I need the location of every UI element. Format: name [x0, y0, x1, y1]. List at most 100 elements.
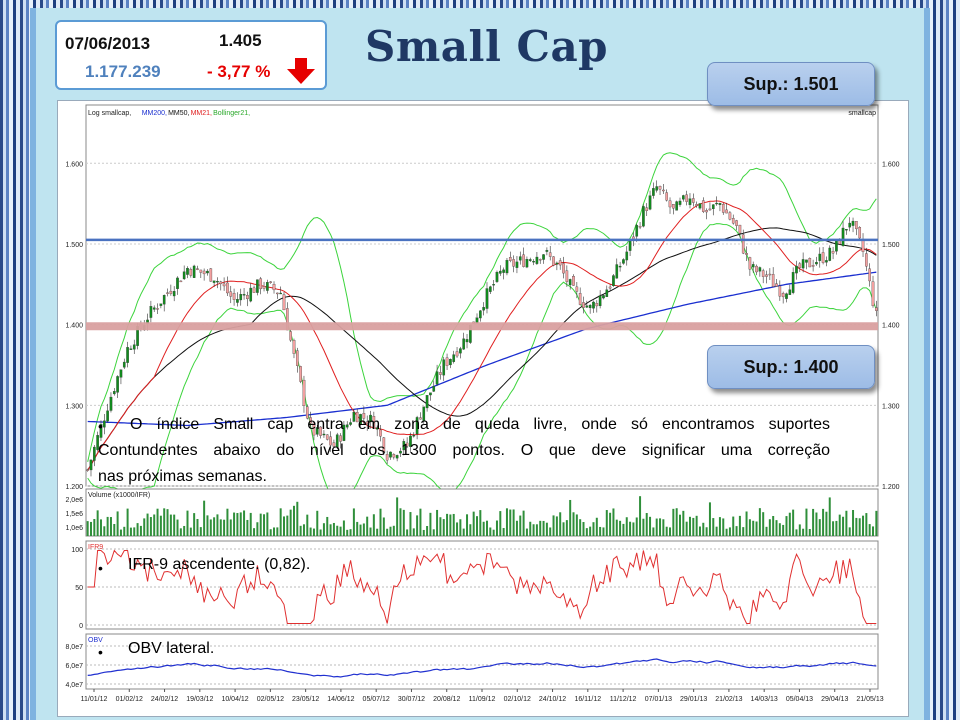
volume-bar — [619, 520, 622, 536]
volume-bar — [545, 522, 548, 536]
candle-body — [515, 261, 519, 268]
volume-bar — [99, 519, 102, 536]
volume-bar — [289, 509, 292, 536]
volume-bar — [319, 529, 322, 536]
volume-bar — [389, 526, 392, 536]
volume-bar — [263, 514, 266, 536]
volume-bar — [143, 518, 146, 536]
volume-bar — [449, 514, 452, 536]
candle-body — [701, 200, 705, 212]
candle-body — [602, 295, 605, 299]
x-tick-label: 16/11/12 — [574, 696, 601, 703]
price-tick-label-left: 1.400 — [65, 323, 83, 330]
volume-bar — [489, 527, 492, 536]
volume-bar — [599, 526, 602, 536]
volume-bar — [302, 524, 305, 536]
ifr-line — [87, 549, 877, 624]
candle-body — [246, 295, 249, 300]
volume-bar — [625, 517, 628, 536]
candle-body — [788, 289, 792, 295]
volume-bar — [539, 520, 542, 536]
volume-bar — [439, 517, 442, 536]
candle-body — [795, 265, 798, 274]
candle-body — [618, 265, 622, 268]
candle-body — [335, 434, 339, 448]
candle-body — [362, 413, 366, 419]
volume-bar — [818, 519, 821, 536]
volume-bar — [243, 510, 246, 536]
candle-body — [825, 260, 828, 263]
candle-body — [392, 454, 396, 458]
volume-bar — [685, 521, 688, 536]
candle-body — [875, 307, 878, 311]
candle-body — [295, 350, 299, 366]
candle-body — [126, 347, 129, 363]
candle-body — [655, 186, 659, 191]
candle-body — [532, 261, 535, 263]
volume-bar — [589, 526, 592, 536]
x-tick-label: 11/01/12 — [81, 696, 108, 703]
candle-body — [349, 422, 352, 425]
volume-bar — [815, 512, 818, 536]
candle-body — [808, 258, 812, 268]
bullet-icon: • — [98, 418, 103, 434]
candle-body — [748, 257, 752, 270]
volume-bar — [126, 508, 129, 536]
volume-bar — [199, 527, 202, 536]
candle-body — [811, 265, 815, 267]
price-tick-label-right: 1.300 — [882, 403, 900, 410]
candle-body — [665, 192, 669, 201]
candle-body — [608, 286, 612, 289]
volume-bar — [505, 508, 508, 536]
volume-bar — [639, 496, 642, 536]
x-tick-label: 24/02/12 — [151, 696, 178, 703]
volume-bar — [865, 513, 868, 536]
candle-body — [439, 372, 442, 375]
volume-bar — [832, 521, 835, 536]
volume-tick-label: 1,5e6 — [65, 511, 83, 518]
volume-bar — [499, 511, 502, 536]
candle-body — [212, 280, 216, 283]
candle-body — [149, 306, 153, 318]
volume-bar — [529, 521, 532, 536]
candle-body — [242, 294, 246, 296]
candle-body — [625, 251, 629, 261]
candle-body — [595, 303, 599, 307]
obv-tick-label: 6,0e7 — [65, 663, 83, 670]
volume-bar — [469, 524, 472, 536]
candle-body — [518, 256, 522, 261]
volume-bar — [825, 511, 828, 536]
volume-bar — [426, 526, 429, 536]
candle-body — [209, 268, 213, 282]
volume-bar — [223, 519, 226, 536]
candle-body — [102, 420, 106, 428]
candle-body — [425, 395, 429, 409]
candle-body — [495, 271, 499, 282]
candle-body — [555, 262, 559, 265]
candle-body — [485, 288, 489, 309]
candle-body — [858, 227, 862, 239]
volume-bar — [256, 522, 259, 536]
note-line-1: O índice Small cap entra em zona de qued… — [130, 416, 830, 433]
candle-body — [452, 354, 456, 362]
volume-bar — [159, 515, 162, 536]
volume-bar — [502, 528, 505, 536]
candle-body — [435, 371, 439, 385]
candle-body — [355, 412, 359, 423]
candle-body — [156, 308, 159, 310]
volume-bar — [279, 508, 282, 536]
volume-bar — [775, 520, 778, 536]
volume-bar — [848, 527, 851, 536]
volume-bar — [805, 508, 808, 536]
volume-bar — [312, 528, 315, 536]
candle-body — [775, 283, 778, 287]
volume-bar — [183, 525, 186, 536]
candle-body — [658, 186, 662, 190]
candle-body — [691, 198, 695, 203]
candle-body — [735, 220, 738, 226]
candle-body — [176, 277, 179, 289]
candle-body — [226, 282, 229, 294]
volume-bar — [419, 508, 422, 536]
volume-bar — [123, 526, 126, 536]
candle-body — [99, 424, 103, 438]
